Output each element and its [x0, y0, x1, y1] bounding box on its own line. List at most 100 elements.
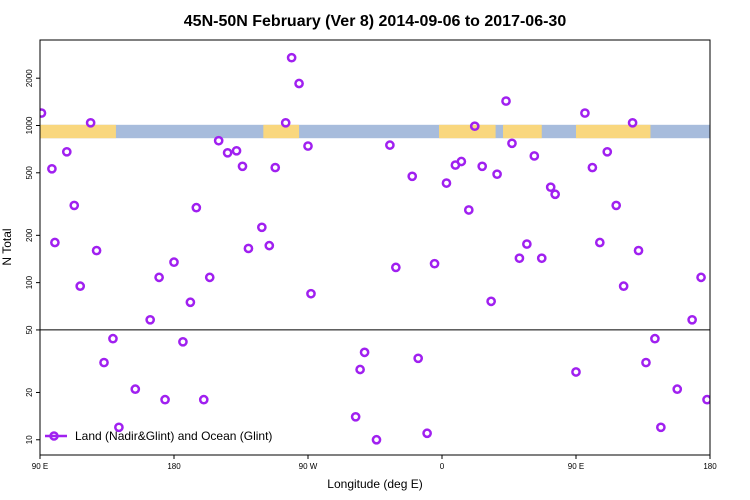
data-point — [602, 146, 613, 157]
data-point — [204, 272, 215, 283]
data-point — [350, 411, 361, 422]
data-point — [303, 141, 313, 151]
data-point — [371, 434, 382, 445]
legend: Land (Nadir&Glint) and Ocean (Glint) — [45, 429, 272, 443]
y-tick-label: 100 — [25, 275, 34, 289]
map-land-segment — [710, 125, 750, 138]
data-point — [656, 422, 666, 433]
data-point — [130, 384, 141, 394]
data-point — [463, 205, 474, 215]
data-point — [712, 259, 719, 266]
data-point — [114, 422, 124, 433]
data-point — [85, 117, 96, 128]
y-tick-label: 2000 — [25, 69, 34, 87]
data-point — [108, 333, 118, 344]
data-point — [191, 202, 202, 213]
y-tick-label: 1000 — [25, 116, 34, 134]
legend-marker — [49, 431, 59, 441]
data-point — [550, 189, 561, 200]
data-point — [587, 162, 598, 173]
data-point — [492, 169, 502, 180]
data-point — [154, 272, 164, 283]
data-point — [256, 222, 267, 233]
data-point — [672, 384, 683, 394]
data-point — [687, 314, 697, 325]
data-point — [545, 182, 556, 193]
data-point — [627, 117, 638, 128]
data-point — [198, 394, 209, 405]
data-point — [185, 297, 196, 308]
data-point — [91, 245, 102, 256]
data-point — [306, 288, 316, 299]
map-strip — [40, 124, 750, 139]
data-point — [413, 353, 424, 364]
data-point — [40, 108, 47, 118]
data-point — [580, 108, 590, 118]
data-point — [696, 272, 706, 283]
data-point — [359, 347, 370, 358]
data-point — [222, 147, 233, 158]
data-point — [641, 357, 651, 368]
data-point — [594, 237, 605, 248]
map-land-segment — [263, 124, 300, 139]
y-axis: 10 20 50 100 200 500 1000 2000 — [25, 69, 40, 444]
data-point — [160, 394, 170, 405]
map-land-segment — [503, 124, 542, 139]
x-tick-label: 90 W — [299, 462, 318, 471]
x-tick-label: 180 — [703, 462, 717, 471]
y-tick-label: 50 — [25, 325, 34, 334]
data-point — [529, 151, 540, 161]
data-point — [264, 240, 275, 251]
data-point — [47, 163, 57, 174]
y-tick-label: 10 — [25, 435, 34, 444]
data-point — [456, 156, 467, 167]
data-point — [702, 394, 710, 405]
data-point — [618, 281, 629, 291]
data-point — [650, 333, 660, 344]
x-tick-label: 0 — [440, 462, 445, 471]
data-point — [169, 257, 179, 268]
data-point — [286, 52, 297, 63]
data-point — [61, 146, 72, 157]
y-tick-label: 20 — [25, 387, 34, 396]
data-point — [571, 367, 581, 377]
data-point — [633, 245, 644, 256]
x-tick-label: 180 — [167, 462, 181, 471]
data-point — [507, 138, 517, 149]
data-point — [69, 200, 80, 211]
data-point — [237, 161, 248, 172]
data-point — [501, 96, 511, 106]
chart-title: 45N-50N February (Ver 8) 2014-09-06 to 2… — [184, 13, 567, 30]
data-point — [536, 253, 547, 264]
data-point — [441, 178, 452, 188]
data-point — [477, 161, 488, 172]
data-point — [407, 171, 418, 182]
y-axis-label: N Total — [0, 228, 14, 265]
map-land-segment — [439, 124, 496, 139]
data-point — [355, 364, 365, 375]
x-axis-label: Longitude (deg E) — [327, 477, 422, 491]
data-point — [270, 162, 281, 173]
x-axis: 90 E 180 90 W 0 90 E 180 — [32, 455, 717, 471]
data-point — [486, 296, 496, 307]
data-point — [178, 336, 188, 347]
y-tick-label: 200 — [25, 228, 34, 242]
data-point — [611, 200, 622, 211]
data-points — [40, 52, 719, 445]
x-tick-label: 90 E — [32, 462, 48, 471]
map-ocean-band — [40, 124, 710, 139]
y-tick-label: 500 — [25, 166, 34, 180]
data-point — [294, 78, 304, 89]
data-point — [243, 243, 254, 254]
data-point — [213, 135, 224, 146]
data-point — [385, 140, 395, 150]
map-land-segment — [40, 124, 116, 139]
x-tick-label: 90 E — [568, 462, 584, 471]
data-point — [50, 237, 60, 248]
legend-label: Land (Nadir&Glint) and Ocean (Glint) — [75, 429, 272, 443]
plot-frame — [39, 39, 711, 456]
data-point — [99, 357, 109, 368]
data-point — [75, 281, 86, 291]
data-point — [390, 262, 401, 273]
